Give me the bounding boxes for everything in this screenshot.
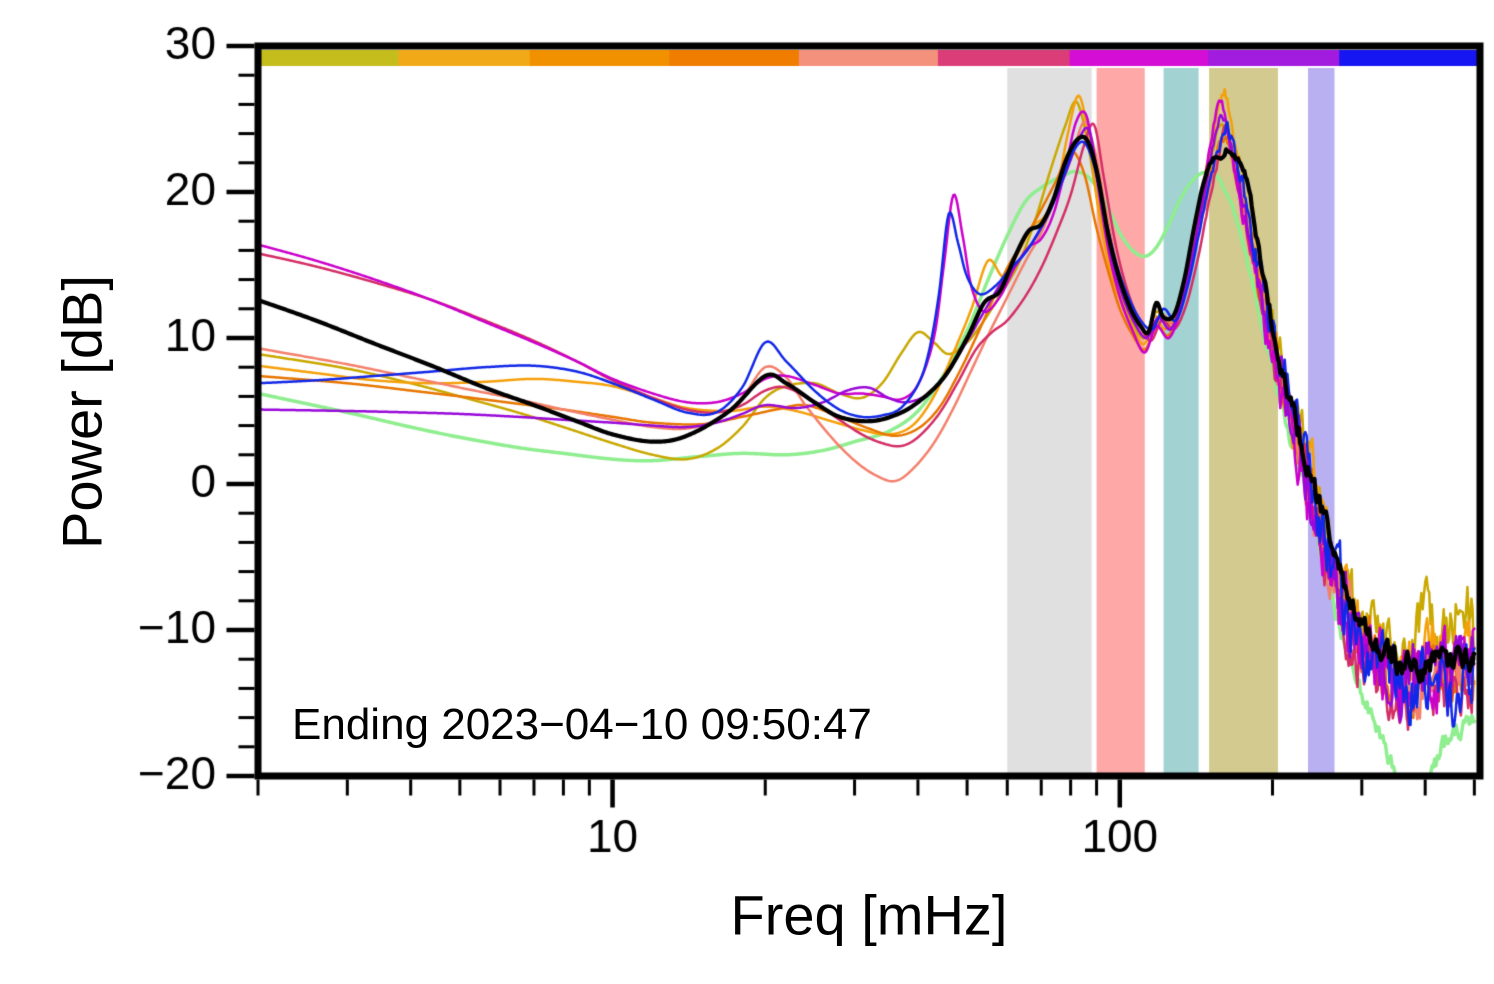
y-axis-label: Power [dB] [50,275,114,549]
power-spectrum-chart: Power [dB] Freq [mHz] Ending 2023−04−10 … [40,16,1494,968]
ending-timestamp-annotation: Ending 2023−04−10 09:50:47 [292,700,872,749]
x-axis-label: Freq [mHz] [730,883,1008,947]
chart-canvas [40,16,1494,968]
